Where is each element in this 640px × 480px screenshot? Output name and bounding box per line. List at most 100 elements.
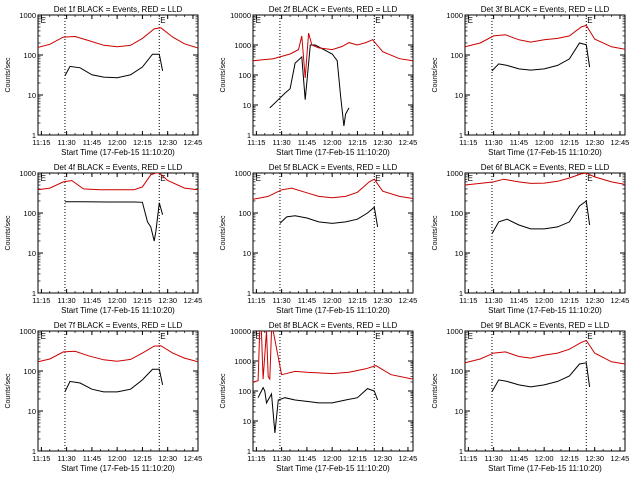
y-tick-label: 100 bbox=[23, 367, 36, 376]
y-tick-label: 1000 bbox=[446, 327, 463, 336]
event-marker-label: E bbox=[160, 332, 165, 341]
x-tick-label: 11:45 bbox=[298, 454, 316, 463]
x-tick-label: 12:45 bbox=[399, 454, 418, 463]
x-tick-label: 12:00 bbox=[535, 454, 554, 463]
detector-panel-2: Det 2f BLACK = Events, RED = LLD 1 10 100 10… bbox=[220, 5, 417, 157]
x-tick-label: 11:30 bbox=[485, 454, 503, 463]
x-tick-label: 12:00 bbox=[535, 296, 554, 305]
y-axis-label: Counts/sec bbox=[432, 215, 439, 251]
events-series-line bbox=[269, 44, 350, 127]
x-tick-label: 11:15 bbox=[247, 296, 265, 305]
x-tick-label: 11:30 bbox=[58, 454, 76, 463]
x-tick-label: 11:15 bbox=[247, 454, 265, 463]
y-tick-label: 1 bbox=[247, 131, 251, 140]
y-tick-label: 100 bbox=[23, 51, 36, 60]
x-tick-label: 12:15 bbox=[133, 454, 152, 463]
y-tick-label: 100 bbox=[450, 51, 463, 60]
panel-title: Det 2f BLACK = Events, RED = LLD bbox=[269, 5, 398, 14]
event-marker-label: E bbox=[375, 174, 380, 183]
x-axis-label: Start Time (17-Feb-15 11:10:20) bbox=[488, 148, 602, 157]
x-tick-label: 12:15 bbox=[348, 454, 367, 463]
y-tick-label: 1000 bbox=[234, 169, 251, 178]
x-tick-label: 12:30 bbox=[158, 138, 177, 147]
lld-series-line bbox=[38, 27, 198, 49]
y-tick-label: 10 bbox=[455, 91, 463, 100]
x-tick-label: 12:15 bbox=[560, 454, 579, 463]
y-tick-label: 10 bbox=[243, 249, 251, 258]
y-tick-label: 100 bbox=[450, 367, 463, 376]
x-tick-label: 11:15 bbox=[459, 296, 477, 305]
plot-frame bbox=[37, 172, 199, 294]
event-marker-label: E bbox=[375, 332, 380, 341]
x-tick-label: 12:30 bbox=[585, 454, 604, 463]
x-tick-label: 12:15 bbox=[348, 296, 367, 305]
x-tick-label: 11:45 bbox=[83, 138, 101, 147]
y-tick-label: 10 bbox=[455, 407, 463, 416]
event-marker-label: E bbox=[41, 16, 46, 25]
x-tick-label: 12:30 bbox=[585, 138, 604, 147]
x-tick-label: 11:30 bbox=[485, 138, 503, 147]
y-tick-label: 1 bbox=[32, 447, 36, 456]
event-marker-label: E bbox=[587, 332, 592, 341]
lld-series-line bbox=[38, 173, 198, 191]
y-tick-label: 1000 bbox=[446, 169, 463, 178]
panel-title: Det 3f BLACK = Events, RED = LLD bbox=[481, 5, 610, 14]
x-tick-label: 11:45 bbox=[510, 454, 528, 463]
y-tick-label: 10 bbox=[28, 407, 36, 416]
panel-title: Det 1f BLACK = Events, RED = LLD bbox=[54, 5, 183, 14]
event-marker-label: E bbox=[468, 16, 473, 25]
y-tick-label: 1 bbox=[247, 447, 251, 456]
y-tick-label: 1000 bbox=[446, 11, 463, 20]
detector-panel-6: Det 6f BLACK = Events, RED = LLD 1 10 100 10… bbox=[432, 163, 629, 315]
events-series-line bbox=[491, 200, 591, 235]
x-axis-label: Start Time (17-Feb-15 11:10:20) bbox=[488, 306, 602, 315]
y-axis-label: Counts/sec bbox=[432, 373, 439, 409]
y-axis-label: Counts/sec bbox=[5, 215, 12, 251]
y-tick-label: 10000 bbox=[230, 11, 251, 20]
x-axis-label: Start Time (17-Feb-15 11:10:20) bbox=[276, 306, 390, 315]
y-tick-label: 100 bbox=[23, 209, 36, 218]
x-tick-label: 11:45 bbox=[510, 138, 528, 147]
x-axis-label: Start Time (17-Feb-15 11:10:20) bbox=[488, 464, 602, 473]
y-tick-label: 1 bbox=[459, 289, 463, 298]
x-tick-label: 12:30 bbox=[373, 296, 392, 305]
x-tick-label: 12:00 bbox=[323, 138, 342, 147]
detector-panel-1: Det 1f BLACK = Events, RED = LLD 1 10 100 10… bbox=[5, 5, 202, 157]
plot-frame bbox=[252, 172, 414, 294]
x-tick-label: 12:45 bbox=[399, 296, 418, 305]
lld-series-line bbox=[253, 32, 413, 78]
x-tick-label: 12:15 bbox=[348, 138, 367, 147]
x-tick-label: 11:15 bbox=[32, 138, 50, 147]
x-tick-label: 11:30 bbox=[58, 138, 76, 147]
y-axis-label: Counts/sec bbox=[5, 57, 12, 93]
x-tick-label: 12:30 bbox=[158, 454, 177, 463]
x-axis-label: Start Time (17-Feb-15 11:10:20) bbox=[276, 464, 390, 473]
lld-series-line bbox=[253, 331, 413, 383]
y-axis-label: Counts/sec bbox=[432, 57, 439, 93]
x-tick-label: 12:00 bbox=[323, 296, 342, 305]
x-tick-label: 12:45 bbox=[184, 138, 203, 147]
x-axis-label: Start Time (17-Feb-15 11:10:20) bbox=[61, 148, 175, 157]
x-tick-label: 11:30 bbox=[273, 296, 291, 305]
y-tick-label: 1 bbox=[247, 289, 251, 298]
x-tick-label: 12:00 bbox=[535, 138, 554, 147]
x-tick-label: 12:00 bbox=[323, 454, 342, 463]
detector-panel-7: Det 7f BLACK = Events, RED = LLD 1 10 100 10… bbox=[5, 321, 202, 473]
x-tick-label: 11:15 bbox=[247, 138, 265, 147]
x-tick-label: 11:15 bbox=[459, 138, 477, 147]
x-tick-label: 11:30 bbox=[273, 454, 291, 463]
x-tick-label: 12:30 bbox=[373, 454, 392, 463]
y-tick-label: 1000 bbox=[19, 11, 36, 20]
plot-frame bbox=[464, 14, 626, 136]
lld-series-line bbox=[465, 339, 625, 365]
event-marker-label: E bbox=[375, 16, 380, 25]
y-tick-label: 1000 bbox=[19, 169, 36, 178]
x-tick-label: 12:30 bbox=[158, 296, 177, 305]
x-tick-label: 11:15 bbox=[32, 296, 50, 305]
y-tick-label: 10 bbox=[455, 249, 463, 258]
x-tick-label: 11:30 bbox=[273, 138, 291, 147]
x-axis-label: Start Time (17-Feb-15 11:10:20) bbox=[276, 148, 390, 157]
panel-title: Det 4f BLACK = Events, RED = LLD bbox=[54, 163, 183, 172]
event-marker-label: E bbox=[256, 332, 261, 341]
y-axis-label: Counts/sec bbox=[220, 57, 227, 93]
